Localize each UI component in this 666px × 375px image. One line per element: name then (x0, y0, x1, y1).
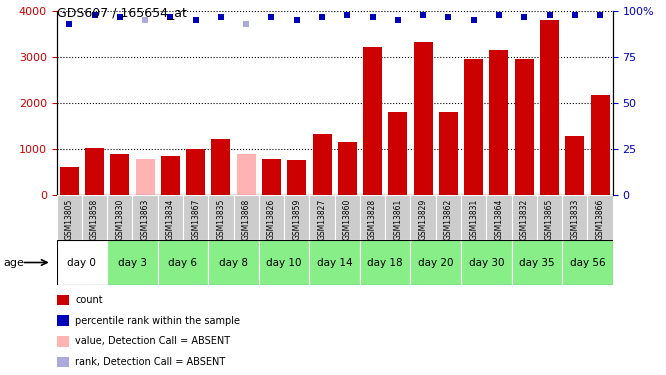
Text: day 0: day 0 (67, 258, 97, 267)
Bar (208, 195, 234, 240)
Bar (111, 154, 129, 195)
Bar (259, 240, 310, 285)
Bar (486, 195, 511, 240)
Bar (107, 195, 133, 240)
Bar (464, 60, 483, 195)
Bar (208, 240, 259, 285)
Text: GSM13805: GSM13805 (65, 199, 74, 240)
Text: GSM13830: GSM13830 (115, 199, 125, 240)
Text: GSM13831: GSM13831 (469, 199, 478, 240)
Bar (259, 195, 284, 240)
Bar (310, 240, 360, 285)
Text: GSM13833: GSM13833 (570, 199, 579, 240)
Text: day 10: day 10 (266, 258, 302, 267)
Text: day 18: day 18 (368, 258, 403, 267)
Bar (236, 154, 256, 195)
Text: GSM13864: GSM13864 (494, 199, 503, 240)
Text: count: count (75, 295, 103, 305)
Bar (414, 42, 433, 195)
Bar (439, 112, 458, 195)
Bar (540, 20, 559, 195)
Text: day 20: day 20 (418, 258, 454, 267)
Text: day 56: day 56 (569, 258, 605, 267)
Bar (284, 195, 310, 240)
Bar (85, 148, 104, 195)
Bar (565, 136, 584, 195)
Text: GSM13829: GSM13829 (419, 199, 428, 240)
Text: day 6: day 6 (168, 258, 198, 267)
Bar (136, 159, 155, 195)
Text: GSM13826: GSM13826 (267, 199, 276, 240)
Bar (60, 167, 79, 195)
Bar (511, 195, 537, 240)
Bar (360, 195, 385, 240)
Bar (388, 112, 408, 195)
Bar (57, 195, 82, 240)
Text: GSM13858: GSM13858 (90, 199, 99, 240)
Bar (461, 240, 511, 285)
Text: GSM13863: GSM13863 (141, 199, 150, 240)
Bar (562, 195, 587, 240)
Bar (82, 195, 107, 240)
Bar (335, 195, 360, 240)
Bar (511, 240, 562, 285)
Bar (107, 240, 158, 285)
Bar (287, 160, 306, 195)
Bar (57, 240, 107, 285)
Bar (186, 149, 205, 195)
Text: GSM13861: GSM13861 (394, 199, 402, 240)
Text: day 8: day 8 (219, 258, 248, 267)
Bar (360, 240, 410, 285)
Text: rank, Detection Call = ABSENT: rank, Detection Call = ABSENT (75, 357, 226, 367)
Bar (158, 195, 183, 240)
Bar (310, 195, 334, 240)
Text: day 35: day 35 (519, 258, 555, 267)
Bar (591, 95, 609, 195)
Bar (515, 60, 533, 195)
Text: day 14: day 14 (317, 258, 352, 267)
Bar (262, 159, 281, 195)
Text: GSM13860: GSM13860 (343, 199, 352, 240)
Text: age: age (3, 258, 24, 267)
Text: GSM13835: GSM13835 (216, 199, 225, 240)
Bar (183, 195, 208, 240)
Text: GSM13867: GSM13867 (191, 199, 200, 240)
Text: GSM13827: GSM13827 (318, 199, 326, 240)
Text: GSM13865: GSM13865 (545, 199, 554, 240)
Bar (385, 195, 410, 240)
Bar (363, 47, 382, 195)
Text: GSM13828: GSM13828 (368, 199, 377, 240)
Text: value, Detection Call = ABSENT: value, Detection Call = ABSENT (75, 336, 230, 346)
Text: GSM13859: GSM13859 (292, 199, 301, 240)
Bar (158, 240, 208, 285)
Text: GSM13868: GSM13868 (242, 199, 250, 240)
Bar (587, 195, 613, 240)
Bar (338, 142, 357, 195)
Text: GSM13832: GSM13832 (519, 199, 529, 240)
Text: percentile rank within the sample: percentile rank within the sample (75, 316, 240, 326)
Bar (410, 240, 461, 285)
Bar (211, 139, 230, 195)
Bar (234, 195, 259, 240)
Bar (490, 50, 508, 195)
Bar (461, 195, 486, 240)
Bar (133, 195, 158, 240)
Bar (410, 195, 436, 240)
Text: day 30: day 30 (469, 258, 504, 267)
Text: day 3: day 3 (118, 258, 147, 267)
Bar (436, 195, 461, 240)
Bar (562, 240, 613, 285)
Bar (537, 195, 562, 240)
Text: GSM13866: GSM13866 (595, 199, 605, 240)
Text: GSM13862: GSM13862 (444, 199, 453, 240)
Bar (312, 134, 332, 195)
Text: GDS607 / 165654_at: GDS607 / 165654_at (57, 6, 186, 19)
Bar (161, 156, 180, 195)
Text: GSM13834: GSM13834 (166, 199, 175, 240)
